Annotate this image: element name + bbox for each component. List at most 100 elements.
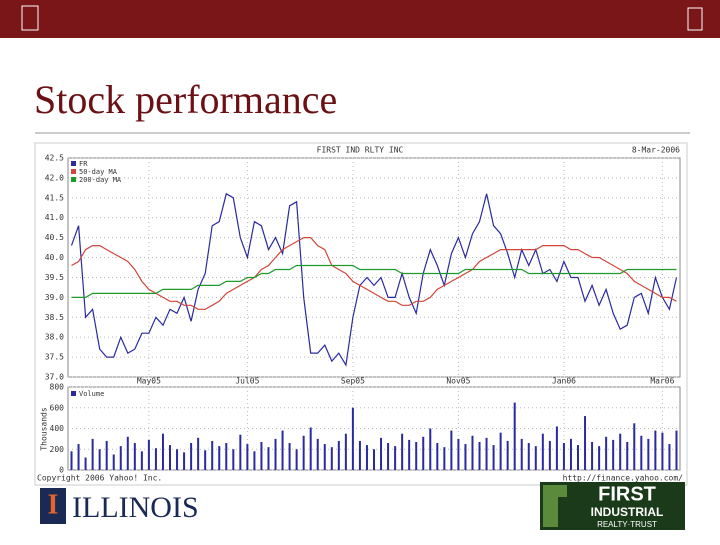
bar bbox=[70, 451, 73, 470]
y-tick-label: 40.5 bbox=[45, 233, 64, 242]
series-line bbox=[71, 237, 677, 310]
y-tick-label: 40.0 bbox=[45, 253, 64, 262]
bar bbox=[485, 437, 488, 470]
bar bbox=[675, 430, 678, 470]
bar bbox=[647, 438, 650, 470]
bar bbox=[253, 451, 256, 470]
bar bbox=[394, 446, 397, 470]
bar bbox=[169, 445, 171, 470]
bar bbox=[204, 450, 207, 470]
bar bbox=[211, 440, 214, 470]
bar bbox=[218, 446, 221, 470]
copyright: Copyright 2006 Yahoo! Inc. bbox=[37, 474, 162, 483]
y-tick-label: 42.0 bbox=[45, 173, 64, 182]
bar bbox=[351, 407, 354, 470]
chart-date: 8-Mar-2006 bbox=[632, 146, 680, 155]
x-tick-label: Jan06 bbox=[552, 377, 576, 386]
bar bbox=[584, 416, 587, 470]
bar bbox=[605, 436, 608, 470]
bar bbox=[661, 432, 664, 470]
y-tick-label: 42.5 bbox=[45, 154, 64, 163]
x-tick-label: May05 bbox=[137, 377, 161, 386]
bar bbox=[267, 447, 270, 470]
bar bbox=[513, 402, 516, 470]
y-tick-label: 39.0 bbox=[45, 293, 64, 302]
series-line bbox=[71, 264, 677, 298]
bar bbox=[330, 447, 333, 470]
bar bbox=[457, 438, 460, 470]
top-box bbox=[687, 7, 703, 31]
bar bbox=[443, 447, 446, 470]
bar bbox=[506, 440, 509, 470]
bar bbox=[668, 444, 671, 470]
bar bbox=[478, 441, 481, 470]
bar bbox=[260, 441, 263, 470]
legend-swatch bbox=[71, 177, 76, 182]
bar bbox=[422, 436, 425, 470]
bar bbox=[176, 449, 179, 470]
bar bbox=[429, 428, 432, 470]
bar bbox=[401, 433, 404, 470]
source: http://finance.yahoo.com/ bbox=[563, 474, 684, 483]
bar bbox=[541, 433, 544, 470]
bar bbox=[281, 430, 284, 470]
bar bbox=[91, 438, 94, 470]
bar bbox=[387, 443, 390, 470]
legend-label: 50-day MA bbox=[79, 168, 118, 176]
bar bbox=[365, 445, 368, 470]
legend-swatch bbox=[71, 169, 76, 174]
bar bbox=[591, 441, 594, 470]
logo-text: INDUSTRIAL bbox=[591, 505, 664, 519]
x-tick-label: Jul05 bbox=[235, 377, 259, 386]
legend-label: FR bbox=[79, 160, 88, 168]
y-tick-label: 38.5 bbox=[45, 313, 64, 322]
bar bbox=[274, 438, 277, 470]
bar bbox=[619, 433, 622, 470]
bar bbox=[77, 444, 80, 470]
logo-mark: I bbox=[48, 489, 59, 520]
bar bbox=[598, 446, 601, 470]
bar bbox=[562, 443, 565, 470]
y-tick-label: 800 bbox=[50, 383, 65, 392]
bar bbox=[471, 435, 474, 470]
logo-box bbox=[40, 488, 66, 524]
y-tick-label: 600 bbox=[50, 403, 65, 412]
x-tick-label: Mar06 bbox=[650, 377, 674, 386]
bar bbox=[147, 439, 150, 470]
bar bbox=[654, 430, 657, 470]
y-tick-label: 39.5 bbox=[45, 273, 64, 282]
y-tick-label: 37.5 bbox=[45, 353, 64, 362]
bar bbox=[373, 449, 375, 470]
legend-label: Volume bbox=[79, 390, 104, 398]
bar bbox=[344, 433, 347, 470]
y-tick-label: 41.5 bbox=[45, 193, 64, 202]
bar bbox=[154, 448, 157, 470]
y-tick-label: 41.0 bbox=[45, 213, 64, 222]
bar bbox=[569, 438, 572, 470]
y-tick-label: 400 bbox=[50, 424, 65, 433]
x-tick-label: Nov05 bbox=[446, 377, 470, 386]
bar bbox=[548, 440, 551, 470]
slide-title: Stock performance bbox=[34, 77, 337, 122]
bar bbox=[323, 444, 326, 470]
logo-text: FIRST bbox=[598, 483, 656, 505]
bar bbox=[464, 444, 467, 470]
bar bbox=[105, 440, 108, 470]
bar bbox=[98, 449, 101, 470]
bar bbox=[183, 452, 186, 470]
bar bbox=[633, 423, 636, 470]
bar bbox=[534, 446, 537, 470]
bar bbox=[119, 446, 122, 470]
y-axis-label: Thousands bbox=[40, 407, 49, 451]
y-tick-label: 0 bbox=[59, 466, 64, 475]
bar bbox=[337, 440, 340, 470]
legend-swatch bbox=[71, 391, 76, 396]
bar bbox=[140, 451, 143, 470]
bar bbox=[520, 438, 523, 470]
bar bbox=[246, 444, 249, 470]
bar bbox=[408, 439, 411, 470]
bar bbox=[302, 435, 305, 470]
bar bbox=[84, 457, 87, 470]
